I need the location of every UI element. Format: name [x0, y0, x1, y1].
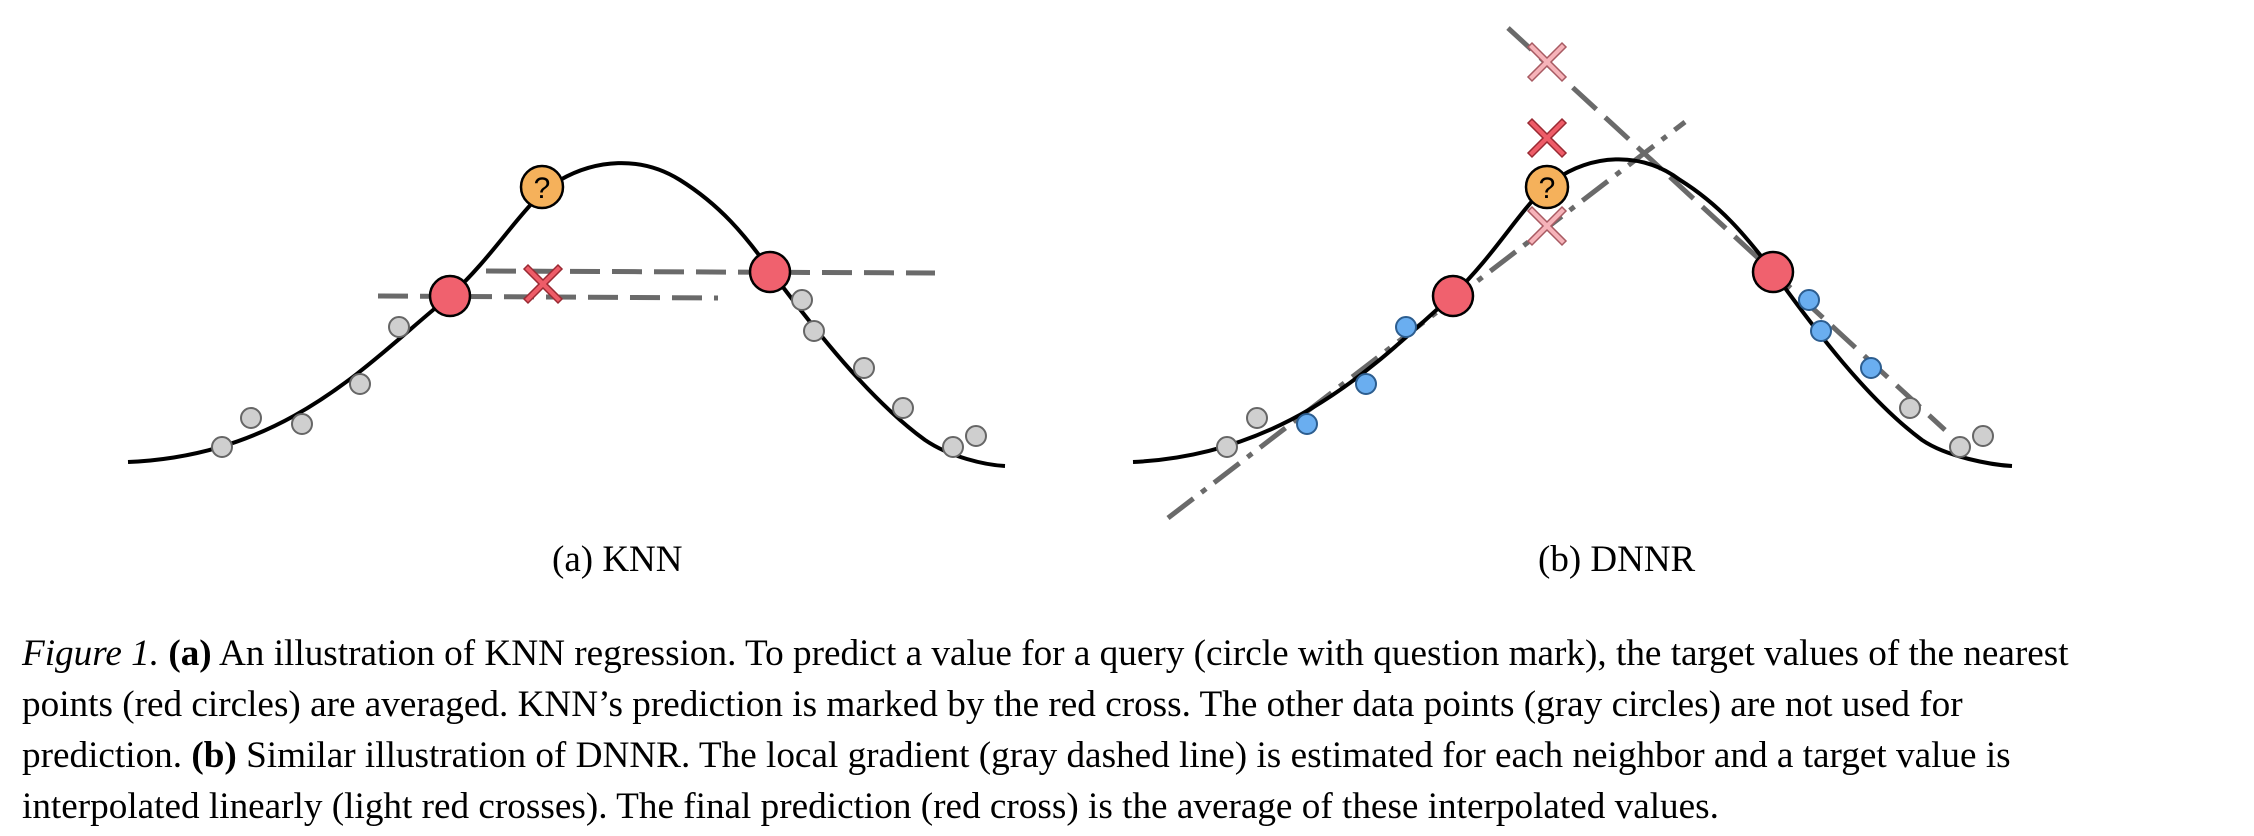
data-point	[388, 316, 410, 338]
query-question-mark-a: ?	[534, 172, 551, 205]
data-point	[1246, 407, 1268, 429]
gradient-point	[1355, 373, 1377, 395]
caption-part-a-text-1: An illustration of KNN regression. To pr…	[211, 633, 2069, 674]
figure-caption: Figure 1. (a) An illustration of KNN reg…	[22, 628, 2237, 832]
knn-prediction-cross	[522, 263, 564, 305]
query-point-b	[1524, 164, 1570, 210]
nearest-neighbor-right-a	[748, 250, 792, 294]
gradient-point	[1798, 289, 1820, 311]
data-point	[291, 413, 313, 435]
data-point	[1972, 425, 1994, 447]
data-point	[892, 397, 914, 419]
gradient-point	[1810, 320, 1832, 342]
dnnr-prediction-cross	[1526, 117, 1568, 159]
nearest-neighbor-left-a	[428, 274, 472, 318]
gradient-points-b	[1296, 289, 1882, 435]
data-points-a	[211, 289, 987, 458]
data-point	[853, 357, 875, 379]
data-point	[1899, 397, 1921, 419]
caption-line-4: interpolated linearly (light red crosses…	[22, 786, 1719, 827]
target-function-curve-b	[1132, 157, 2013, 468]
nearest-neighbor-right-b	[1751, 250, 1795, 294]
gradient-point	[1296, 413, 1318, 435]
data-point	[349, 373, 371, 395]
gradient-line-left-neighbor	[1166, 120, 1687, 520]
subfigure-label-a: (a) KNN	[552, 539, 683, 580]
caption-part-a-tag: (a)	[168, 633, 212, 674]
panel-b-dnnr: ?	[1132, 26, 2013, 520]
gradient-point	[1860, 357, 1882, 379]
caption-figure-ref: Figure 1.	[22, 633, 160, 674]
nearest-neighbor-left-b	[1431, 274, 1475, 318]
knn-neighbor-line-right	[485, 268, 936, 276]
gradient-point	[1395, 316, 1417, 338]
caption-line-1: Figure 1. (a) An illustration of KNN reg…	[22, 628, 2237, 679]
interpolated-cross-bottom	[1526, 205, 1568, 247]
query-question-mark-b: ?	[1539, 172, 1556, 205]
data-point	[211, 436, 233, 458]
interpolated-cross-top	[1526, 41, 1568, 83]
data-point	[803, 320, 825, 342]
data-point	[965, 425, 987, 447]
caption-line-3: prediction. (b) Similar illustration of …	[22, 730, 2237, 781]
caption-part-b-text-1: Similar illustration of DNNR. The local …	[236, 735, 2011, 776]
data-point	[240, 407, 262, 429]
query-point-a	[519, 164, 565, 210]
caption-part-a-text-3: prediction.	[22, 735, 192, 776]
figure-illustration: ?	[127, 26, 2013, 520]
panel-a-knn: ?	[127, 161, 1006, 468]
data-point	[1949, 436, 1971, 458]
data-point	[942, 436, 964, 458]
subfigure-label-b: (b) DNNR	[1538, 539, 1696, 580]
caption-part-b-tag: (b)	[191, 735, 237, 776]
data-points-b	[1216, 397, 1994, 458]
data-point	[1216, 436, 1238, 458]
caption-line-2: points (red circles) are averaged. KNN’s…	[22, 684, 1963, 725]
data-point	[791, 289, 813, 311]
